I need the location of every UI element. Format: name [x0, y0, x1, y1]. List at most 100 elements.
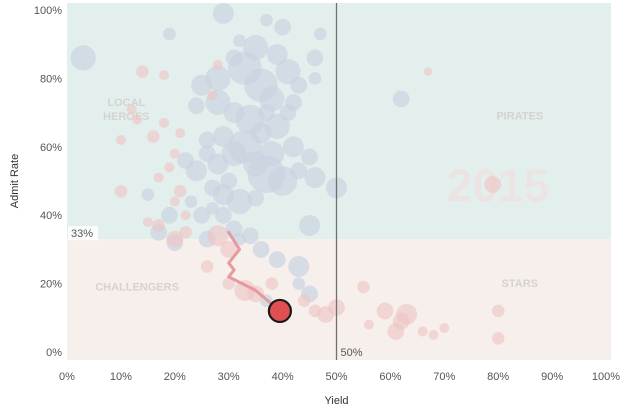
- bubble-point-104[interactable]: [396, 303, 418, 325]
- bubble-point-82[interactable]: [169, 196, 180, 207]
- bubble-point-45[interactable]: [226, 188, 253, 215]
- bubble-point-67[interactable]: [266, 43, 288, 65]
- bubble-point-105[interactable]: [387, 323, 405, 340]
- bubble-point-81[interactable]: [173, 184, 187, 198]
- bubble-point-86[interactable]: [114, 184, 128, 198]
- bubble-point-71[interactable]: [115, 134, 126, 145]
- bubble-point-102[interactable]: [376, 302, 394, 320]
- y-tick-label: 20%: [40, 279, 62, 291]
- bubble-point-75[interactable]: [159, 117, 170, 128]
- bubble-point-23[interactable]: [264, 113, 290, 139]
- x-tick-label: 100%: [592, 371, 620, 383]
- bubble-point-70[interactable]: [132, 114, 143, 125]
- bubble-point-26[interactable]: [301, 148, 318, 166]
- bubble-point-87[interactable]: [179, 226, 192, 239]
- bubble-point-35[interactable]: [290, 162, 308, 180]
- bubble-point-101[interactable]: [363, 319, 374, 330]
- bubble-point-50[interactable]: [214, 206, 232, 224]
- bubble-point-54[interactable]: [161, 206, 178, 224]
- bubble-point-110[interactable]: [491, 304, 505, 318]
- bubble-point-39[interactable]: [185, 160, 207, 182]
- x-tick-label: 0%: [59, 371, 75, 383]
- bubble-point-33[interactable]: [259, 141, 285, 167]
- bubble-point-7[interactable]: [308, 72, 322, 85]
- bubble-point-48[interactable]: [193, 206, 211, 224]
- yield-reference-label: 50%: [341, 347, 363, 359]
- bubble-point-61[interactable]: [268, 251, 286, 269]
- bubble-point-90[interactable]: [220, 241, 238, 258]
- bubble-point-108[interactable]: [439, 323, 450, 334]
- bubble-point-79[interactable]: [164, 162, 175, 173]
- bubble-point-111[interactable]: [484, 176, 502, 193]
- bubble-point-92[interactable]: [222, 277, 235, 290]
- bubble-point-27[interactable]: [198, 131, 216, 149]
- bubble-point-69[interactable]: [284, 93, 302, 111]
- bubble-point-60[interactable]: [252, 241, 270, 258]
- bubble-point-16[interactable]: [290, 76, 308, 94]
- bubble-point-113[interactable]: [207, 90, 218, 101]
- bubble-point-4[interactable]: [274, 18, 291, 36]
- bubble-point-100[interactable]: [357, 280, 370, 294]
- bubble-point-84[interactable]: [152, 219, 165, 232]
- x-tick-label: 30%: [218, 371, 240, 383]
- bubble-point-78[interactable]: [169, 148, 180, 159]
- bubble-point-85[interactable]: [142, 217, 153, 228]
- x-tick-label: 60%: [379, 371, 401, 383]
- bubble-point-95[interactable]: [265, 277, 279, 290]
- bubble-point-63[interactable]: [292, 277, 306, 290]
- highlight-point[interactable]: [267, 298, 293, 324]
- bubble-point-12[interactable]: [243, 35, 269, 61]
- bubble-point-56[interactable]: [141, 188, 155, 201]
- bubble-point-47[interactable]: [184, 195, 198, 208]
- bubble-point-46[interactable]: [247, 189, 265, 207]
- bubble-point-36[interactable]: [304, 167, 326, 189]
- bubble-point-80[interactable]: [153, 172, 164, 183]
- bubble-point-73[interactable]: [136, 65, 149, 78]
- bubble-point-74[interactable]: [159, 69, 170, 80]
- bubble-point-107[interactable]: [428, 329, 439, 340]
- x-tick-label: 40%: [272, 371, 294, 383]
- y-tick-label: 80%: [40, 73, 62, 85]
- bubble-point-49[interactable]: [206, 202, 219, 215]
- bubble-point-34[interactable]: [267, 166, 298, 196]
- bubble-point-112[interactable]: [423, 67, 433, 76]
- bubble-point-15[interactable]: [275, 58, 301, 85]
- bubble-point-66[interactable]: [392, 90, 410, 108]
- bubble-point-106[interactable]: [417, 326, 428, 337]
- bubble-point-83[interactable]: [180, 210, 191, 221]
- bubble-point-41[interactable]: [207, 153, 229, 175]
- bubble-point-53[interactable]: [299, 214, 321, 236]
- bubble-point-28[interactable]: [212, 126, 234, 148]
- x-tick-label: 20%: [164, 371, 186, 383]
- bubble-point-109[interactable]: [491, 332, 505, 345]
- bubble-point-89[interactable]: [207, 225, 229, 247]
- bubble-point-88[interactable]: [166, 230, 184, 248]
- bubble-point-52[interactable]: [241, 227, 259, 245]
- y-tick-label: 40%: [40, 210, 62, 222]
- axes: Yield Admit Rate 0% 10% 20% 30% 40% 50% 60% 70%…: [9, 5, 620, 407]
- bubble-point-72[interactable]: [126, 104, 137, 115]
- trail-layer: [227, 230, 282, 313]
- bubble-point-114[interactable]: [212, 59, 223, 70]
- bubble-point-2[interactable]: [212, 2, 234, 24]
- bubble-layer[interactable]: [70, 2, 505, 345]
- bubble-point-3[interactable]: [260, 13, 273, 27]
- bubble-point-17[interactable]: [187, 97, 205, 115]
- bubble-point-96[interactable]: [297, 294, 311, 308]
- bubble-point-1[interactable]: [163, 27, 176, 41]
- bubble-point-77[interactable]: [175, 128, 186, 139]
- bubble-point-6[interactable]: [314, 27, 327, 41]
- bubble-point-68[interactable]: [233, 34, 246, 48]
- admit-reference-label-bg: [68, 226, 98, 241]
- highlight-layer[interactable]: [267, 298, 293, 324]
- y-axis-label: Admit Rate: [9, 154, 21, 208]
- bubble-point-5[interactable]: [306, 49, 324, 67]
- bubble-point-25[interactable]: [282, 136, 304, 158]
- bubble-point-62[interactable]: [288, 256, 310, 277]
- bubble-point-0[interactable]: [70, 45, 96, 71]
- bubble-point-9[interactable]: [205, 65, 231, 91]
- bubble-point-76[interactable]: [146, 130, 160, 143]
- bubble-point-91[interactable]: [200, 260, 214, 273]
